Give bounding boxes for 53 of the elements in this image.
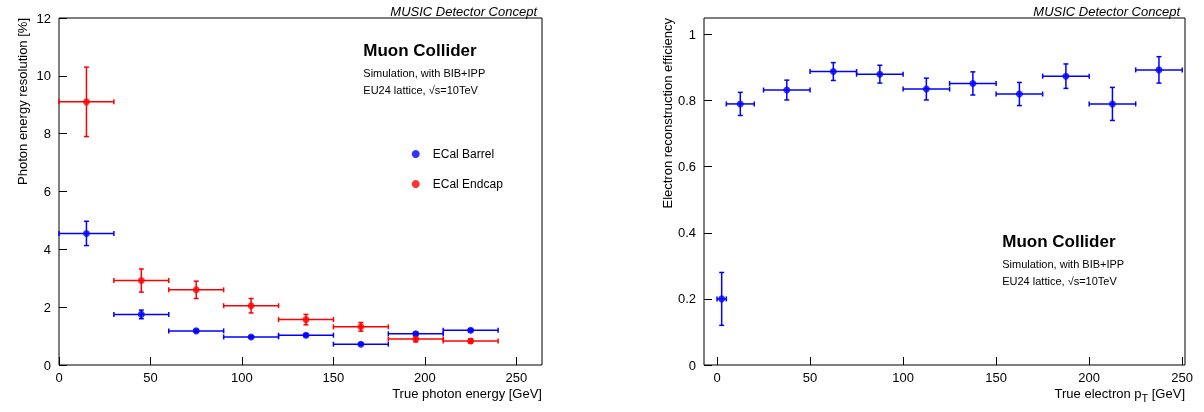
y-tick-label: 6 <box>43 184 51 199</box>
x-tick-label: 200 <box>1078 370 1101 385</box>
y-tick-label: 2 <box>43 299 51 315</box>
point <box>736 100 744 108</box>
point <box>969 79 977 87</box>
annotation: EU24 lattice, √s=10TeV <box>363 83 479 96</box>
x-tick-label: 50 <box>802 370 818 385</box>
point <box>137 277 145 285</box>
y-tick-label: 10 <box>36 68 51 84</box>
x-tick-label: 250 <box>1171 370 1194 385</box>
x-tick-label: 150 <box>322 370 345 385</box>
y-tick-label: 0 <box>43 357 51 373</box>
y-tick-label: 8 <box>43 126 51 142</box>
y-tick-label: 0.4 <box>677 225 696 241</box>
y-tick-label: 0.8 <box>677 93 696 109</box>
point <box>247 302 255 310</box>
x-tick-label: 250 <box>505 370 528 385</box>
chart-title: MUSIC Detector Concept <box>390 4 539 19</box>
annotation: EU24 lattice, √s=10TeV <box>1002 274 1118 287</box>
y-tick-label: 4 <box>43 241 51 257</box>
legend-label: ECal Endcap <box>432 176 504 191</box>
annotation: Muon Collider <box>1002 232 1116 252</box>
point <box>922 85 930 93</box>
x-tick-label: 100 <box>231 370 253 385</box>
point <box>1062 72 1070 80</box>
point <box>1108 100 1116 108</box>
annotation: Simulation, with BIB+IPP <box>1002 257 1125 270</box>
x-tick-label: 50 <box>143 370 158 385</box>
y-tick-label: 12 <box>36 10 51 26</box>
x-tick-label: 200 <box>414 370 436 385</box>
y-tick-label: 1 <box>688 27 696 43</box>
y-tick-label: 0.6 <box>677 159 696 175</box>
point <box>82 229 90 237</box>
point <box>192 286 200 294</box>
x-axis-title: True photon energy [GeV] <box>392 386 542 401</box>
x-tick-label: 0 <box>713 370 721 385</box>
x-tick-label: 150 <box>985 370 1007 385</box>
x-tick-label: 100 <box>892 370 914 385</box>
y-tick-label: 0.2 <box>677 291 696 307</box>
y-tick-label: 0 <box>688 357 696 373</box>
chart-title: MUSIC Detector Concept <box>1033 4 1182 19</box>
y-axis-title: Electron reconstruction efficiency <box>660 17 675 209</box>
point <box>876 70 884 78</box>
annotation: Muon Collider <box>363 41 477 61</box>
legend-label: ECal Barrel <box>432 146 495 161</box>
annotation: Simulation, with BIB+IPP <box>363 66 486 79</box>
point <box>1015 90 1023 98</box>
y-axis-title: Photon energy resolution [%] <box>15 18 30 185</box>
point <box>783 86 791 94</box>
point <box>829 68 837 76</box>
x-tick-label: 0 <box>55 370 63 385</box>
point <box>82 98 90 106</box>
x-axis-title: True electron p$_{T}$ [GeV] <box>1054 386 1185 404</box>
